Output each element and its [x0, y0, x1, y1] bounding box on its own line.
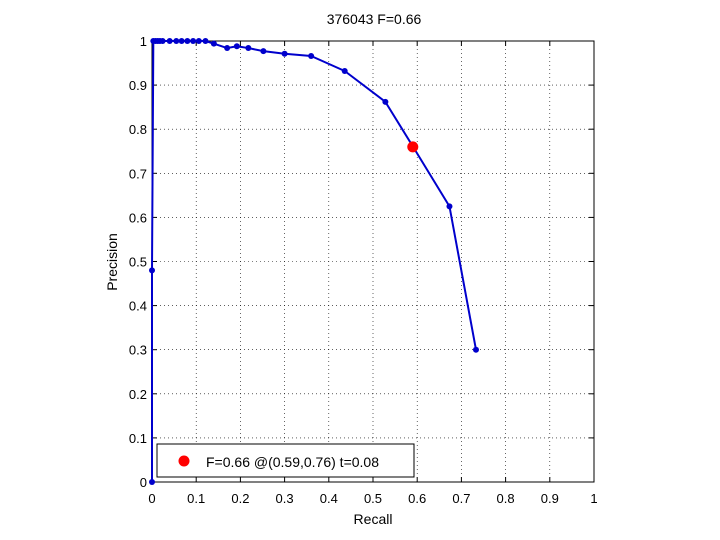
chart-title: 376043 F=0.66	[327, 11, 422, 27]
y-tick-label: 0.7	[129, 166, 147, 181]
grid-lines	[152, 41, 594, 482]
data-point	[202, 38, 209, 44]
legend: F=0.66 @(0.59,0.76) t=0.08	[156, 443, 415, 478]
x-tick-label: 1	[590, 491, 597, 506]
data-point	[382, 98, 389, 105]
x-tick-labels: 0 0.1 0.2 0.3 0.4 0.5 0.6 0.7 0.8 0.9 1	[148, 491, 597, 506]
data-point	[195, 38, 202, 44]
y-tick-label: 0.2	[129, 387, 147, 402]
data-point	[245, 45, 252, 52]
y-tick-label: 0.8	[129, 122, 147, 137]
legend-entry: F=0.66 @(0.59,0.76) t=0.08	[206, 454, 379, 470]
data-point	[178, 38, 185, 44]
y-tick-label: 0.6	[129, 210, 147, 225]
x-tick-label: 0.8	[497, 491, 515, 506]
y-axis-label: Precision	[104, 233, 120, 291]
x-axis-label: Recall	[354, 511, 393, 527]
data-point	[149, 479, 155, 485]
data-point	[472, 346, 479, 353]
data-point	[446, 203, 453, 210]
data-point	[260, 48, 267, 55]
y-tick-label: 0	[140, 475, 147, 490]
data-point	[190, 38, 197, 44]
x-tick-label: 0.1	[187, 491, 205, 506]
data-point	[281, 50, 288, 57]
legend-marker	[178, 455, 190, 467]
data-point	[159, 38, 166, 44]
data-point	[149, 267, 155, 274]
data-point	[224, 45, 231, 52]
legend-box	[156, 443, 415, 478]
series-layer	[149, 38, 479, 485]
x-tick-label: 0.7	[452, 491, 470, 506]
data-point	[184, 38, 191, 44]
x-tick-label: 0	[148, 491, 155, 506]
x-tick-label: 0.9	[541, 491, 559, 506]
x-tick-label: 0.6	[408, 491, 426, 506]
y-tick-labels: 0 0.1 0.2 0.3 0.4 0.5 0.6 0.7 0.8 0.9 1	[129, 34, 147, 490]
y-tick-label: 0.5	[129, 255, 147, 270]
y-tick-label: 0.9	[129, 78, 147, 93]
y-tick-label: 1	[140, 34, 147, 49]
data-point	[233, 43, 240, 50]
y-tick-label: 0.4	[129, 299, 147, 314]
data-point	[166, 38, 173, 44]
data-point	[308, 52, 315, 59]
x-tick-label: 0.3	[276, 491, 294, 506]
best-f-point	[407, 141, 419, 153]
y-tick-label: 0.1	[129, 431, 147, 446]
x-tick-label: 0.5	[364, 491, 382, 506]
data-point	[173, 38, 180, 44]
data-point	[210, 40, 217, 47]
x-tick-label: 0.2	[231, 491, 249, 506]
data-point	[341, 67, 348, 74]
x-tick-label: 0.4	[320, 491, 338, 506]
y-tick-label: 0.3	[129, 343, 147, 358]
